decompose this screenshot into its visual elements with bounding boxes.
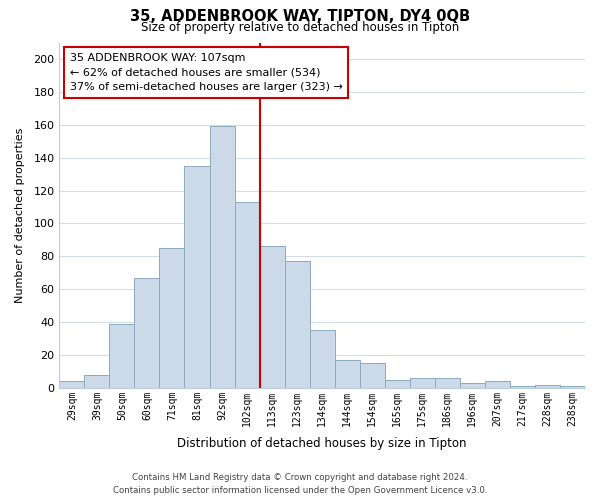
Bar: [85, 374, 109, 388]
Bar: [260, 246, 284, 388]
Text: Contains HM Land Registry data © Crown copyright and database right 2024.
Contai: Contains HM Land Registry data © Crown c…: [113, 473, 487, 495]
Bar: [184, 166, 209, 388]
Text: 35 ADDENBROOK WAY: 107sqm
← 62% of detached houses are smaller (534)
37% of semi: 35 ADDENBROOK WAY: 107sqm ← 62% of detac…: [70, 53, 343, 92]
Bar: [109, 324, 134, 388]
Bar: [160, 248, 184, 388]
Bar: [235, 202, 260, 388]
X-axis label: Distribution of detached houses by size in Tipton: Distribution of detached houses by size …: [178, 437, 467, 450]
Bar: [385, 380, 410, 388]
Bar: [284, 261, 310, 388]
Bar: [134, 278, 160, 388]
Bar: [59, 382, 85, 388]
Bar: [510, 386, 535, 388]
Text: Size of property relative to detached houses in Tipton: Size of property relative to detached ho…: [141, 21, 459, 34]
Bar: [410, 378, 435, 388]
Bar: [310, 330, 335, 388]
Bar: [435, 378, 460, 388]
Bar: [209, 126, 235, 388]
Text: 35, ADDENBROOK WAY, TIPTON, DY4 0QB: 35, ADDENBROOK WAY, TIPTON, DY4 0QB: [130, 9, 470, 24]
Bar: [485, 382, 510, 388]
Bar: [560, 386, 585, 388]
Bar: [335, 360, 360, 388]
Bar: [535, 384, 560, 388]
Y-axis label: Number of detached properties: Number of detached properties: [15, 128, 25, 303]
Bar: [460, 383, 485, 388]
Bar: [360, 363, 385, 388]
